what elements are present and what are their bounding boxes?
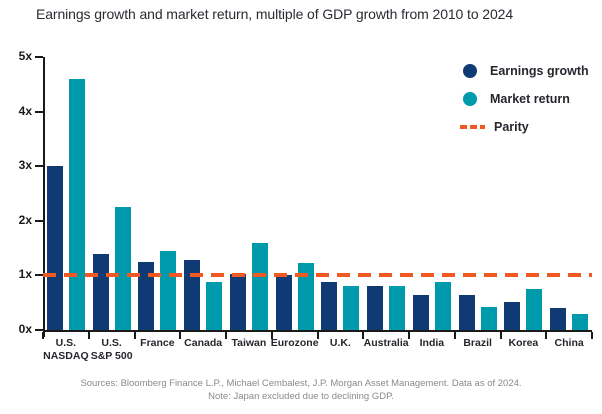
legend-item-market-return: Market return: [463, 90, 570, 108]
y-axis-tick: [35, 219, 43, 222]
x-axis-category-line: Taiwan: [231, 337, 267, 349]
x-axis-category-line: France: [140, 337, 175, 349]
x-axis-category-line: U.S.: [101, 337, 122, 349]
x-axis-category-label-france: France: [123, 337, 191, 350]
y-axis-tick: [35, 165, 43, 168]
legend-circle-marker: [463, 92, 477, 106]
bar-market-return-taiwan: [251, 242, 268, 330]
x-axis: [43, 330, 592, 332]
bar-earnings-growth-france: [138, 261, 155, 330]
y-axis: [43, 57, 45, 337]
x-axis-boundary-tick: [453, 332, 456, 339]
legend-label: Market return: [490, 92, 570, 106]
x-axis-boundary-tick: [408, 332, 410, 339]
y-axis-tick-label: 3x: [18, 158, 32, 173]
bar-earnings-growth-eurozone: [275, 275, 292, 330]
x-axis-boundary-tick: [316, 332, 319, 339]
x-axis-category-line: Australia: [363, 337, 409, 349]
y-axis-tick-label: 4x: [18, 103, 32, 118]
legend-label: Earnings growth: [490, 64, 589, 78]
x-axis-category-label-u-s-nasdaq: U.S. NASDAQ: [32, 337, 100, 363]
x-axis-category-label-u-s-s-p-500: U.S. S&P 500: [78, 337, 146, 363]
bar-earnings-growth-brazil: [458, 294, 475, 330]
chart-title: Earnings growth and market return, multi…: [36, 6, 514, 22]
footer-sources: Sources: Bloomberg Finance L.P., Michael…: [80, 378, 522, 389]
y-axis-tick: [35, 110, 43, 113]
parity-line: [43, 273, 592, 278]
x-axis-category-label-u-k: U.K.: [306, 337, 374, 350]
legend-dashed-line-marker: [460, 125, 485, 129]
x-axis-boundary-tick: [225, 332, 227, 339]
bar-earnings-growth-u-s-s-p-500: [92, 253, 109, 330]
x-axis-category-line: NASDAQ: [43, 350, 89, 362]
footer-note: Note: Japan excluded due to declining GD…: [208, 391, 394, 402]
bar-market-return-brazil: [480, 307, 497, 330]
bar-market-return-u-s-s-p-500: [114, 207, 131, 330]
y-axis-tick: [35, 274, 43, 277]
bar-market-return-korea: [526, 289, 543, 330]
x-axis-category-line: China: [554, 337, 584, 349]
bar-market-return-australia: [389, 286, 406, 330]
bar-market-return-china: [572, 313, 589, 330]
x-axis-category-label-china: China: [535, 337, 602, 350]
x-axis-category-line: Eurozone: [270, 337, 319, 349]
y-axis-tick: [35, 329, 43, 331]
x-axis-category-label-brazil: Brazil: [444, 337, 512, 350]
x-axis-category-label-canada: Canada: [169, 337, 237, 350]
x-axis-category-line: Canada: [184, 337, 223, 349]
bar-earnings-growth-canada: [184, 260, 201, 330]
legend-item-parity: Parity: [460, 118, 529, 136]
x-axis-category-line: India: [419, 337, 445, 349]
x-axis-boundary-tick: [545, 332, 548, 339]
y-axis-tick-label: 0x: [18, 322, 32, 336]
x-axis-boundary-tick: [179, 332, 182, 339]
bar-market-return-u-s-nasdaq: [68, 78, 85, 330]
bar-earnings-growth-india: [412, 294, 429, 330]
bar-earnings-growth-u-k: [321, 281, 338, 330]
x-axis-category-line: U.S.: [55, 337, 77, 349]
x-axis-boundary-tick: [87, 332, 90, 339]
x-axis-boundary-tick: [133, 332, 136, 339]
bar-market-return-u-k: [343, 286, 360, 330]
y-axis-tick-label: 2x: [18, 212, 32, 227]
x-axis-category-line: S&P 500: [90, 350, 133, 362]
x-axis-boundary-tick: [270, 332, 273, 339]
bar-earnings-growth-china: [550, 308, 567, 330]
bar-earnings-growth-korea: [504, 301, 521, 330]
x-axis-boundary-tick: [42, 332, 44, 339]
y-axis-tick-label: 5x: [18, 49, 32, 63]
x-axis-category-label-korea: Korea: [489, 337, 557, 350]
legend-label: Parity: [494, 120, 529, 134]
y-axis-tick: [35, 56, 43, 58]
x-axis-category-label-india: India: [398, 337, 466, 350]
y-axis-tick-label: 1x: [18, 267, 32, 282]
x-axis-boundary-tick: [591, 332, 593, 339]
bar-earnings-growth-taiwan: [229, 274, 246, 330]
bar-earnings-growth-u-s-nasdaq: [46, 166, 63, 330]
x-axis-category-line: U.K.: [329, 337, 351, 349]
bar-market-return-india: [434, 281, 451, 330]
x-axis-boundary-tick: [499, 332, 502, 339]
x-axis-category-label-taiwan: Taiwan: [215, 337, 283, 350]
bar-market-return-eurozone: [297, 263, 314, 330]
bar-earnings-growth-australia: [367, 286, 384, 330]
bar-market-return-canada: [206, 281, 223, 330]
legend-circle-marker: [463, 64, 477, 78]
x-axis-boundary-tick: [362, 332, 365, 339]
x-axis-category-label-eurozone: Eurozone: [261, 337, 329, 350]
x-axis-category-label-australia: Australia: [352, 337, 420, 350]
bar-market-return-france: [160, 250, 177, 330]
x-axis-category-line: Korea: [508, 337, 539, 349]
legend-item-earnings-growth: Earnings growth: [463, 62, 589, 80]
x-axis-category-line: Brazil: [463, 337, 492, 349]
